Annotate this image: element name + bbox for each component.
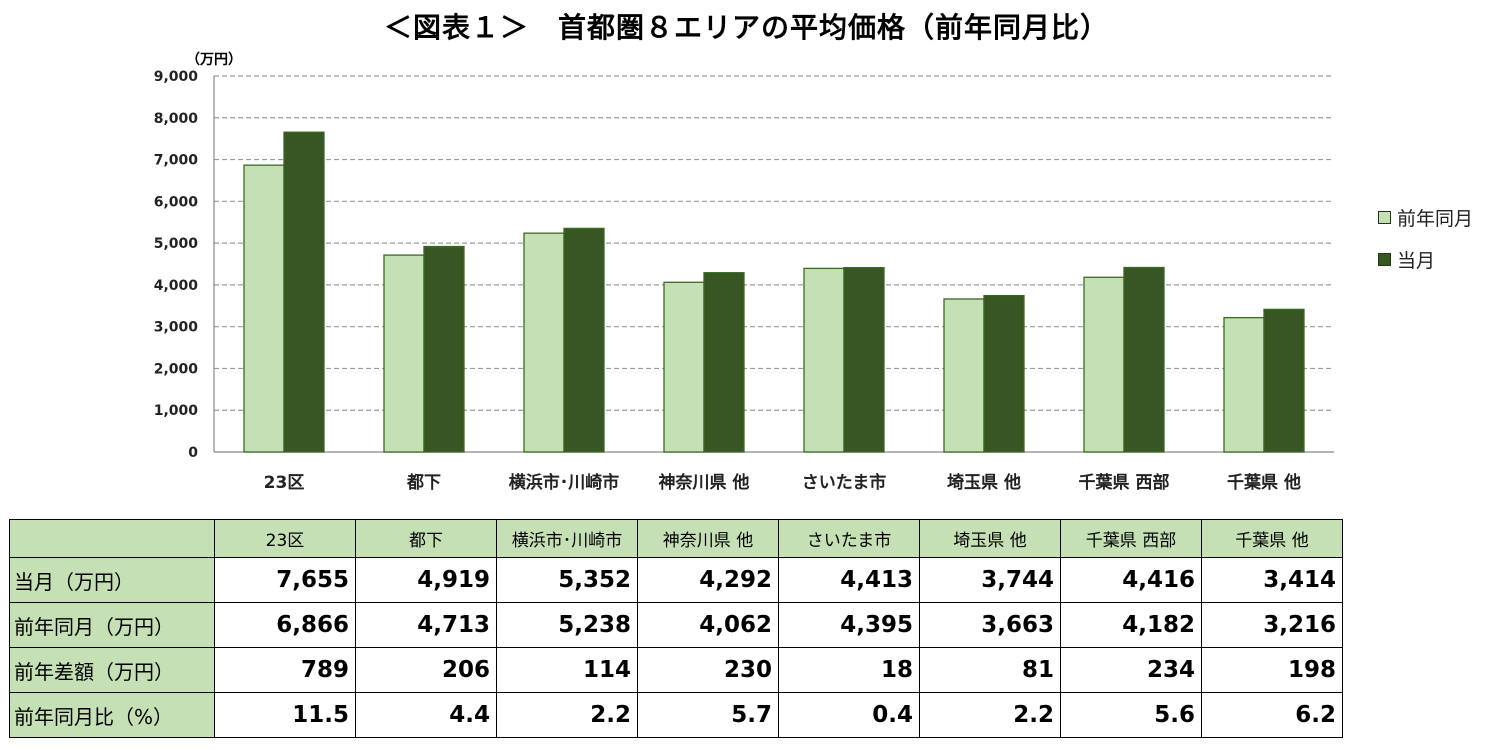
table-row-label: 前年差額（万円） xyxy=(10,648,215,693)
table-col-header: 埼玉県 他 xyxy=(920,520,1061,558)
table-cell: 789 xyxy=(215,648,356,693)
bar-previous-year xyxy=(244,165,284,452)
x-tick-label: 神奈川県 他 xyxy=(659,472,750,493)
y-tick-label: 1,000 xyxy=(154,403,199,419)
legend-label-current-month: 当月 xyxy=(1397,246,1435,273)
table-cell: 6,866 xyxy=(215,603,356,648)
table-header-row: 23区 都下 横浜市･川崎市 神奈川県 他 さいたま市 埼玉県 他 千葉県 西部… xyxy=(10,520,1343,558)
table-row-label: 前年同月比（%） xyxy=(10,693,215,738)
table-cell: 11.5 xyxy=(215,693,356,738)
table-cell: 3,663 xyxy=(920,603,1061,648)
y-tick-label: 6,000 xyxy=(154,194,199,210)
table-cell: 7,655 xyxy=(215,558,356,603)
table-cell: 18 xyxy=(779,648,920,693)
bar-previous-year xyxy=(384,255,424,452)
x-tick-label: 埼玉県 他 xyxy=(947,472,1021,493)
table-row-label: 前年同月（万円） xyxy=(10,603,215,648)
table-cell: 3,216 xyxy=(1202,603,1343,648)
y-tick-label: 5,000 xyxy=(154,236,199,252)
legend-item-previous-year: 前年同月 xyxy=(1378,204,1473,231)
bar-previous-year xyxy=(804,268,844,452)
table-cell: 81 xyxy=(920,648,1061,693)
bar-current-month xyxy=(1124,268,1164,452)
bar-current-month xyxy=(984,296,1024,452)
table-row: 当月（万円） 7,655 4,919 5,352 4,292 4,413 3,7… xyxy=(10,558,1343,603)
x-tick-label: 23区 xyxy=(264,473,305,493)
x-tick-label: 横浜市･川崎市 xyxy=(509,472,620,493)
y-axis-label: （万円） xyxy=(186,52,242,68)
table-cell: 5,238 xyxy=(497,603,638,648)
bar-previous-year xyxy=(1084,277,1124,452)
y-tick-label: 9,000 xyxy=(154,69,199,85)
x-tick-label: さいたま市 xyxy=(802,472,887,493)
legend-swatch-current-month xyxy=(1378,253,1391,266)
bar-current-month xyxy=(564,228,604,452)
table-col-header: さいたま市 xyxy=(779,520,920,558)
bar-current-month xyxy=(284,132,324,452)
table-cell: 4,713 xyxy=(356,603,497,648)
y-tick-label: 7,000 xyxy=(154,153,199,169)
table-row-label: 当月（万円） xyxy=(10,558,215,603)
y-tick-label: 4,000 xyxy=(154,278,199,294)
table-col-header: 千葉県 他 xyxy=(1202,520,1343,558)
bar-chart: （万円） 0 1,000 2,000 3,000 4,000 5,000 6,000 7,00… xyxy=(0,0,1493,505)
table-cell: 198 xyxy=(1202,648,1343,693)
x-tick-label: 千葉県 他 xyxy=(1227,472,1301,493)
table-cell: 5,352 xyxy=(497,558,638,603)
bar-current-month xyxy=(704,273,744,452)
table-cell: 4,292 xyxy=(638,558,779,603)
table-cell: 114 xyxy=(497,648,638,693)
table-corner-cell xyxy=(10,520,215,558)
table-col-header: 千葉県 西部 xyxy=(1061,520,1202,558)
table-cell: 4,919 xyxy=(356,558,497,603)
y-tick-label: 8,000 xyxy=(154,111,199,127)
table-cell: 206 xyxy=(356,648,497,693)
table-cell: 0.4 xyxy=(779,693,920,738)
bar-current-month xyxy=(1264,309,1304,452)
bar-previous-year xyxy=(664,282,704,452)
table-cell: 5.7 xyxy=(638,693,779,738)
data-table: 23区 都下 横浜市･川崎市 神奈川県 他 さいたま市 埼玉県 他 千葉県 西部… xyxy=(9,519,1343,738)
table-row: 前年差額（万円） 789 206 114 230 18 81 234 198 xyxy=(10,648,1343,693)
table-cell: 4,182 xyxy=(1061,603,1202,648)
bar-previous-year xyxy=(944,299,984,452)
table-col-header: 神奈川県 他 xyxy=(638,520,779,558)
table-cell: 4.4 xyxy=(356,693,497,738)
table-col-header: 都下 xyxy=(356,520,497,558)
bar-current-month xyxy=(424,246,464,452)
table-col-header: 横浜市･川崎市 xyxy=(497,520,638,558)
table-cell: 230 xyxy=(638,648,779,693)
table-cell: 3,414 xyxy=(1202,558,1343,603)
x-tick-label: 千葉県 西部 xyxy=(1079,472,1170,493)
table-cell: 4,395 xyxy=(779,603,920,648)
bar-previous-year xyxy=(524,233,564,452)
x-tick-label: 都下 xyxy=(406,472,441,493)
table-cell: 6.2 xyxy=(1202,693,1343,738)
legend-item-current-month: 当月 xyxy=(1378,246,1435,273)
table-cell: 234 xyxy=(1061,648,1202,693)
table-cell: 4,062 xyxy=(638,603,779,648)
bar-previous-year xyxy=(1224,318,1264,452)
table-cell: 5.6 xyxy=(1061,693,1202,738)
bar-current-month xyxy=(844,268,884,452)
table-col-header: 23区 xyxy=(215,520,356,558)
table-cell: 2.2 xyxy=(920,693,1061,738)
table-row: 前年同月比（%） 11.5 4.4 2.2 5.7 0.4 2.2 5.6 6.… xyxy=(10,693,1343,738)
legend-label-previous-year: 前年同月 xyxy=(1397,204,1473,231)
y-tick-label: 0 xyxy=(188,445,198,461)
table-cell: 2.2 xyxy=(497,693,638,738)
table-cell: 4,413 xyxy=(779,558,920,603)
table-cell: 3,744 xyxy=(920,558,1061,603)
y-tick-label: 3,000 xyxy=(154,320,199,336)
y-tick-label: 2,000 xyxy=(154,361,199,377)
table-row: 前年同月（万円） 6,866 4,713 5,238 4,062 4,395 3… xyxy=(10,603,1343,648)
legend-swatch-previous-year xyxy=(1378,211,1391,224)
table-cell: 4,416 xyxy=(1061,558,1202,603)
